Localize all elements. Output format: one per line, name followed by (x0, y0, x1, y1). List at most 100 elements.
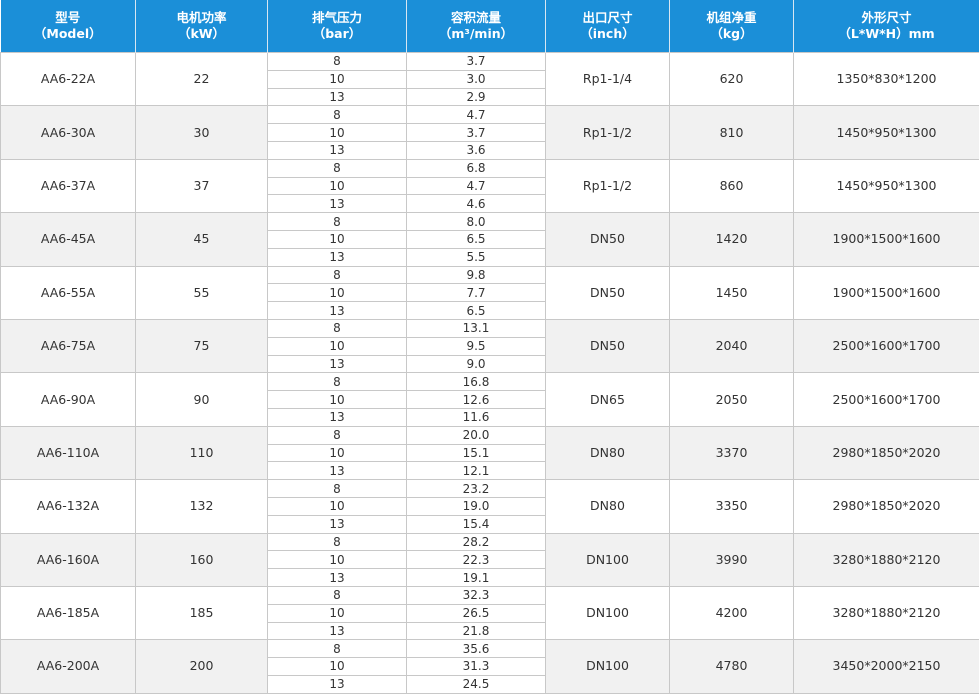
pressure-cell: 13 (267, 247, 407, 267)
power-cell: 75 (135, 318, 268, 374)
outlet-cell: DN100 (545, 639, 670, 694)
column-unit: （bar） (312, 26, 362, 41)
power-cell: 200 (135, 639, 268, 694)
table-row: 13 9.0 (1, 354, 979, 374)
table-row: AA6-185A 185 8 32.3 DN100 4200 3280*1880*2120 (0, 585, 979, 641)
flow-cell: 6.5 (406, 301, 546, 320)
flow-cell: 4.7 (406, 105, 546, 125)
model-cell: AA6-55A (0, 265, 136, 320)
column-header: 外形尺寸 （L*W*H）mm (793, 0, 979, 53)
pressure-cell: 10 (267, 443, 407, 463)
dimensions-cell: 3450*2000*2150 (793, 639, 979, 694)
table-row: 10 4.7 (1, 176, 979, 196)
model-cell: AA6-22A (0, 51, 136, 107)
column-header: 电机功率 （kW） (135, 0, 268, 53)
model-cell: AA6-160A (0, 532, 136, 587)
pressure-cell: 13 (267, 140, 407, 160)
model-cell: AA6-132A (0, 479, 136, 534)
dimensions-cell: 3280*1880*2120 (793, 532, 979, 587)
outlet-cell: DN50 (545, 318, 670, 374)
column-unit: （kg） (710, 26, 753, 41)
pressure-cell: 8 (267, 639, 407, 659)
dimensions-cell: 1900*1500*1600 (793, 212, 979, 267)
table-row: 10 6.5 (1, 229, 979, 249)
flow-cell: 8.0 (406, 212, 546, 231)
flow-cell: 16.8 (406, 372, 546, 392)
pressure-cell: 13 (267, 568, 407, 587)
pressure-cell: 13 (267, 194, 407, 214)
flow-cell: 11.6 (406, 407, 546, 427)
column-label: 机组净重 (706, 10, 757, 25)
pressure-cell: 10 (267, 123, 407, 142)
table-row: AA6-75A 75 8 13.1 DN50 2040 2500*1600*1700 (0, 318, 979, 374)
weight-cell: 620 (669, 51, 794, 107)
pressure-cell: 10 (267, 176, 407, 196)
flow-cell: 9.8 (406, 265, 546, 285)
flow-cell: 35.6 (406, 639, 546, 659)
model-cell: AA6-37A (0, 158, 136, 214)
pressure-cell: 13 (267, 301, 407, 320)
pressure-cell: 10 (267, 69, 407, 89)
flow-cell: 12.6 (406, 390, 546, 409)
flow-cell: 4.7 (406, 176, 546, 196)
table-row: 13 12.1 (1, 461, 979, 481)
dimensions-cell: 2500*1600*1700 (793, 318, 979, 374)
flow-cell: 28.2 (406, 532, 546, 552)
dimensions-cell: 1450*950*1300 (793, 105, 979, 160)
pressure-cell: 8 (267, 318, 407, 338)
flow-cell: 22.3 (406, 550, 546, 570)
table-row: AA6-160A 160 8 28.2 DN100 3990 3280*1880*2120 (0, 532, 979, 587)
pressure-cell: 13 (267, 87, 407, 107)
table-row: AA6-45A 45 8 8.0 DN50 1420 1900*1500*1600 (0, 212, 979, 267)
power-cell: 185 (135, 585, 268, 641)
table-row: 10 3.7 (1, 123, 979, 142)
pressure-cell: 13 (267, 674, 407, 694)
column-header: 容积流量 （m³/min） (406, 0, 546, 53)
column-unit: （kW） (177, 26, 226, 41)
table-row: 13 24.5 (1, 674, 979, 694)
pressure-cell: 13 (267, 621, 407, 641)
outlet-cell: DN80 (545, 425, 670, 481)
weight-cell: 1450 (669, 265, 794, 320)
flow-cell: 19.0 (406, 496, 546, 516)
pressure-cell: 10 (267, 390, 407, 409)
dimensions-cell: 2980*1850*2020 (793, 425, 979, 481)
power-cell: 30 (135, 105, 268, 160)
outlet-cell: DN65 (545, 372, 670, 427)
column-header: 机组净重 （kg） (669, 0, 794, 53)
flow-cell: 19.1 (406, 568, 546, 587)
outlet-cell: DN100 (545, 585, 670, 641)
dimensions-cell: 1350*830*1200 (793, 51, 979, 107)
flow-cell: 3.6 (406, 140, 546, 160)
column-unit: （Model） (33, 26, 102, 41)
flow-cell: 15.1 (406, 443, 546, 463)
table-row: 10 12.6 (1, 390, 979, 409)
model-cell: AA6-90A (0, 372, 136, 427)
flow-cell: 20.0 (406, 425, 546, 445)
flow-cell: 13.1 (406, 318, 546, 338)
power-cell: 55 (135, 265, 268, 320)
flow-cell: 5.5 (406, 247, 546, 267)
model-cell: AA6-185A (0, 585, 136, 641)
column-unit: （inch） (580, 26, 635, 41)
pressure-cell: 8 (267, 425, 407, 445)
model-cell: AA6-45A (0, 212, 136, 267)
power-cell: 45 (135, 212, 268, 267)
pressure-cell: 8 (267, 265, 407, 285)
column-label: 外形尺寸 (861, 10, 912, 25)
table-row: AA6-110A 110 8 20.0 DN80 3370 2980*1850*2020 (0, 425, 979, 481)
weight-cell: 2050 (669, 372, 794, 427)
pressure-cell: 8 (267, 532, 407, 552)
outlet-cell: Rp1-1/4 (545, 51, 670, 107)
flow-cell: 24.5 (406, 674, 546, 694)
flow-cell: 6.5 (406, 229, 546, 249)
pressure-cell: 10 (267, 603, 407, 623)
table-row: 10 7.7 (1, 283, 979, 303)
table-row: AA6-200A 200 8 35.6 DN100 4780 3450*2000*2150 (0, 639, 979, 694)
flow-cell: 2.9 (406, 87, 546, 107)
dimensions-cell: 1900*1500*1600 (793, 265, 979, 320)
table-body: AA6-22A 22 8 3.7 Rp1-1/4 620 1350*830*1200 10 3.… (0, 51, 979, 694)
weight-cell: 3350 (669, 479, 794, 534)
outlet-cell: DN100 (545, 532, 670, 587)
pressure-cell: 8 (267, 158, 407, 178)
